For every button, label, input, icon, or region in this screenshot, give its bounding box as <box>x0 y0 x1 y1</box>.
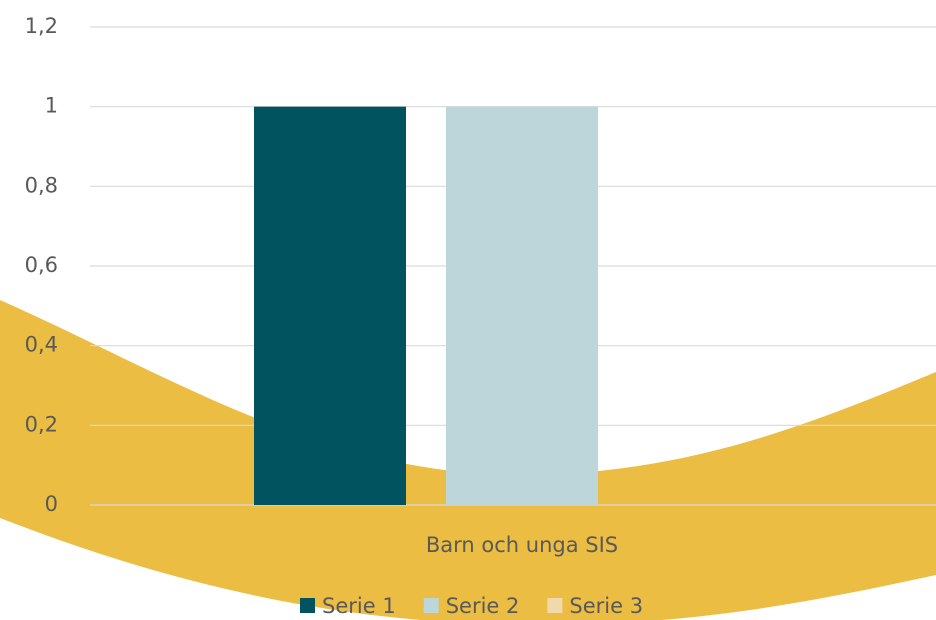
legend-label: Serie 3 <box>569 594 643 618</box>
legend-label: Serie 1 <box>322 594 396 618</box>
bar <box>446 106 598 506</box>
bar <box>254 106 406 506</box>
x-tick-label: Barn och unga SIS <box>426 533 618 557</box>
y-tick-label: 0 <box>45 492 58 516</box>
y-tick-label: 0,8 <box>25 173 58 197</box>
y-tick-label: 0,2 <box>25 412 58 436</box>
legend-swatch <box>300 598 315 613</box>
background-band <box>0 300 936 620</box>
y-tick-label: 1,2 <box>25 14 58 38</box>
legend-swatch <box>423 598 439 613</box>
y-tick-label: 1 <box>45 94 58 118</box>
legend-swatch <box>547 598 563 613</box>
y-tick-label: 0,4 <box>25 333 58 357</box>
legend-label: Serie 2 <box>446 594 520 618</box>
y-tick-label: 0,6 <box>25 253 58 277</box>
